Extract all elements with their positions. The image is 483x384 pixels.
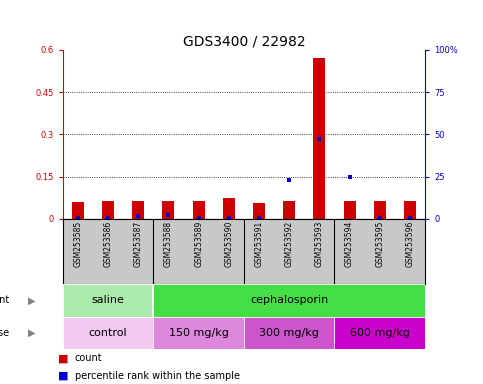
Point [134, 213, 142, 219]
Bar [223, 198, 235, 219]
Title: GDS3400 / 22982: GDS3400 / 22982 [183, 35, 305, 49]
Bar [404, 200, 416, 219]
Text: GSM253586: GSM253586 [103, 221, 113, 267]
Text: GSM253593: GSM253593 [315, 221, 324, 267]
Text: GSM253591: GSM253591 [255, 221, 264, 267]
Bar [253, 204, 265, 219]
Point [255, 215, 263, 221]
Bar [154, 317, 244, 349]
Point [225, 215, 233, 221]
Text: 600 mg/kg: 600 mg/kg [350, 328, 410, 338]
Text: GSM253594: GSM253594 [345, 221, 354, 267]
Bar [283, 200, 295, 219]
Text: 150 mg/kg: 150 mg/kg [169, 328, 228, 338]
Text: GSM253595: GSM253595 [375, 221, 384, 267]
Point [195, 215, 202, 221]
Text: agent: agent [0, 295, 10, 306]
Text: GSM253585: GSM253585 [73, 221, 83, 267]
Bar [343, 200, 355, 219]
Text: GSM253592: GSM253592 [284, 221, 294, 267]
Bar [334, 317, 425, 349]
Text: count: count [75, 353, 102, 363]
Text: ■: ■ [58, 371, 69, 381]
Point [406, 215, 414, 221]
Bar [244, 317, 334, 349]
Bar [63, 284, 154, 317]
Bar [162, 200, 174, 219]
Text: 300 mg/kg: 300 mg/kg [259, 328, 319, 338]
Text: GSM253590: GSM253590 [224, 221, 233, 267]
Text: percentile rank within the sample: percentile rank within the sample [75, 371, 240, 381]
Bar [313, 58, 326, 219]
Text: ▶: ▶ [28, 328, 35, 338]
Bar [72, 202, 84, 219]
Point [165, 212, 172, 218]
Bar [63, 317, 154, 349]
Bar [132, 200, 144, 219]
Bar [102, 200, 114, 219]
Bar [154, 284, 425, 317]
Bar [374, 200, 386, 219]
Text: ■: ■ [58, 353, 69, 363]
Text: saline: saline [92, 295, 125, 306]
Point [376, 215, 384, 221]
Point [74, 215, 82, 221]
Point [285, 177, 293, 183]
Text: ▶: ▶ [28, 295, 35, 306]
Text: GSM253589: GSM253589 [194, 221, 203, 267]
Text: GSM253596: GSM253596 [405, 221, 414, 267]
Bar [193, 200, 205, 219]
Point [315, 136, 323, 142]
Point [104, 215, 112, 221]
Point [346, 174, 354, 180]
Text: control: control [89, 328, 128, 338]
Text: dose: dose [0, 328, 10, 338]
Text: GSM253587: GSM253587 [134, 221, 143, 267]
Text: GSM253588: GSM253588 [164, 221, 173, 267]
Text: cephalosporin: cephalosporin [250, 295, 328, 306]
